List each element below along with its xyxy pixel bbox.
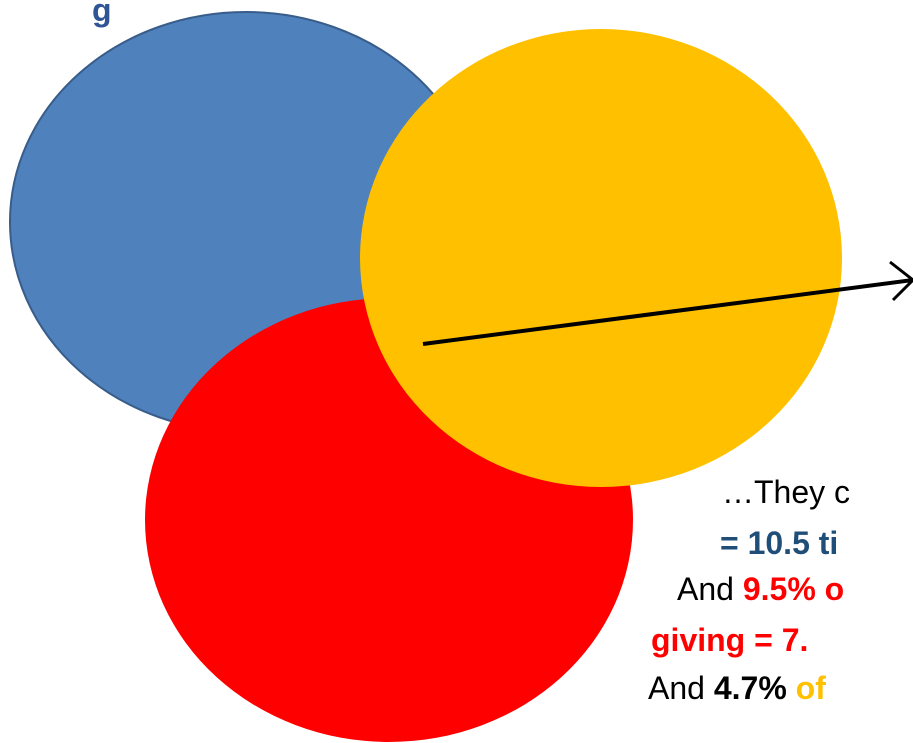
text-line-5-prefix: And	[648, 670, 714, 706]
text-line-3-highlight: 9.5% o	[742, 571, 845, 607]
text-line-5-highlight: of	[795, 670, 826, 706]
yellow-circle	[360, 29, 842, 487]
text-line-5-percent: 4.7%	[713, 670, 796, 706]
text-line-5: And 4.7% of	[648, 672, 826, 704]
top-label-fragment: g	[92, 0, 112, 28]
text-line-4: giving = 7.	[651, 622, 809, 658]
arrow-head	[889, 260, 913, 302]
arrow-line	[422, 278, 913, 346]
text-line-1: …They c	[722, 474, 851, 510]
text-line-3-prefix: And	[677, 571, 743, 607]
text-line-3: And 9.5% o	[677, 573, 844, 605]
text-line-2: = 10.5 ti	[720, 525, 839, 561]
